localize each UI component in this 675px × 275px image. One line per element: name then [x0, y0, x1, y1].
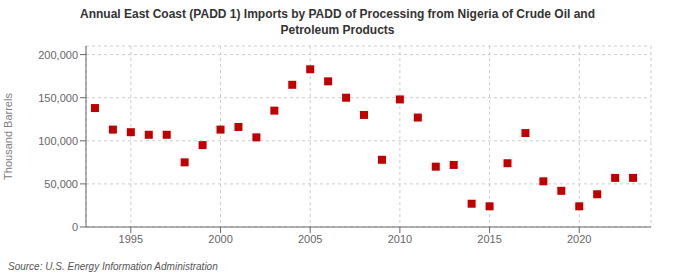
svg-text:1995: 1995 — [119, 233, 143, 245]
svg-text:2005: 2005 — [298, 233, 322, 245]
html-text:Petroleum Products: Petroleum Products — [280, 23, 395, 37]
html-text:Annual East Coast (PADD 1) Imp: Annual East Coast (PADD 1) Imports by PA… — [80, 7, 595, 21]
svg-text:2000: 2000 — [208, 233, 232, 245]
html-text:Source: U.S. Energy Informatio: Source: U.S. Energy Information Administ… — [8, 261, 218, 272]
svg-text:2015: 2015 — [477, 233, 501, 245]
svg-text:50,000: 50,000 — [44, 178, 78, 190]
svg-text:200,000: 200,000 — [38, 49, 78, 61]
svg-text:Thousand Barrels: Thousand Barrels — [2, 93, 14, 180]
svg-text:150,000: 150,000 — [38, 92, 78, 104]
svg-text:2020: 2020 — [567, 233, 591, 245]
svg-text:2010: 2010 — [388, 233, 412, 245]
svg-text:0: 0 — [72, 221, 78, 233]
svg-text:100,000: 100,000 — [38, 135, 78, 147]
